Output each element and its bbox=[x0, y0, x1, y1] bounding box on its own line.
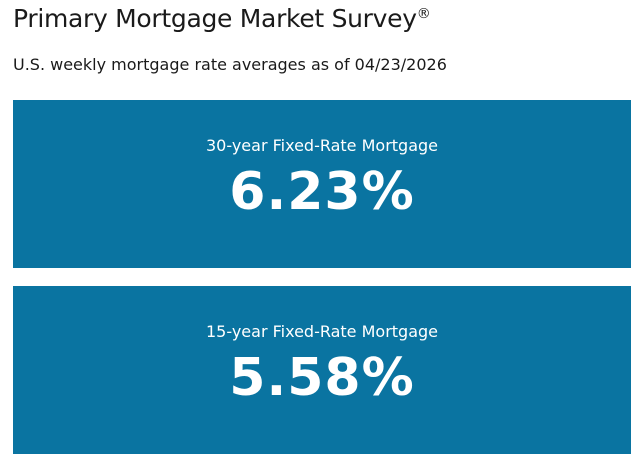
rate-card: 15-year Fixed-Rate Mortgage 5.58% bbox=[13, 286, 631, 454]
rate-value: 6.23% bbox=[229, 162, 415, 222]
registered-mark: ® bbox=[416, 6, 431, 22]
rate-card: 30-year Fixed-Rate Mortgage 6.23% bbox=[13, 100, 631, 268]
title-text: Primary Mortgage Market Survey bbox=[13, 4, 417, 33]
rate-value: 5.58% bbox=[229, 348, 415, 408]
subtitle: U.S. weekly mortgage rate averages as of… bbox=[13, 55, 447, 74]
page-title: Primary Mortgage Market Survey® bbox=[13, 4, 431, 33]
rate-label: 15-year Fixed-Rate Mortgage bbox=[205, 322, 439, 341]
rate-label: 30-year Fixed-Rate Mortgage bbox=[205, 136, 439, 155]
